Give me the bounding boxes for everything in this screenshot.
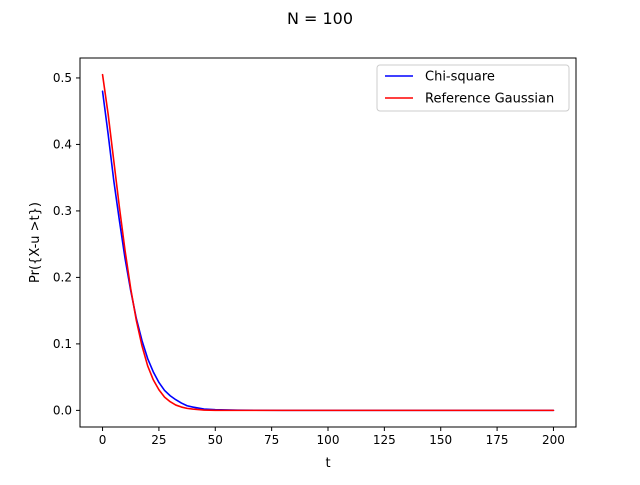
x-tick-label: 100 (317, 433, 340, 447)
x-tick-label: 75 (264, 433, 279, 447)
y-tick-label: 0.4 (53, 137, 72, 151)
y-axis-label: Pr({X-u >t}) (28, 202, 43, 283)
x-tick-label: 175 (486, 433, 509, 447)
x-tick-label: 50 (208, 433, 223, 447)
x-axis-label: t (325, 456, 330, 471)
y-tick-label: 0.0 (53, 403, 72, 417)
legend-label-0: Chi-square (425, 70, 495, 85)
chart-title: N = 100 (287, 9, 353, 28)
plot-lines (101, 73, 555, 412)
y-tick-label: 0.3 (53, 204, 72, 218)
y-tick-label: 0.1 (53, 337, 72, 351)
x-tick-label: 25 (151, 433, 166, 447)
legend-label-1: Reference Gaussian (425, 92, 554, 107)
y-tick-label: 0.2 (53, 270, 72, 284)
plot-frame (79, 57, 577, 428)
legend: Chi-square Reference Gaussian (376, 64, 570, 112)
x-axis-ticks: 0 25 50 75 100 125 150 175 200 (99, 427, 565, 447)
y-axis-ticks: 0.0 0.1 0.2 0.3 0.4 0.5 (53, 71, 80, 417)
x-tick-label: 150 (429, 433, 452, 447)
x-tick-label: 125 (373, 433, 396, 447)
series-line-1 (101, 73, 555, 412)
x-tick-label: 200 (542, 433, 565, 447)
y-tick-label: 0.5 (53, 71, 72, 85)
x-tick-label: 0 (99, 433, 107, 447)
legend-box (376, 64, 570, 112)
series-line-0 (101, 90, 555, 412)
